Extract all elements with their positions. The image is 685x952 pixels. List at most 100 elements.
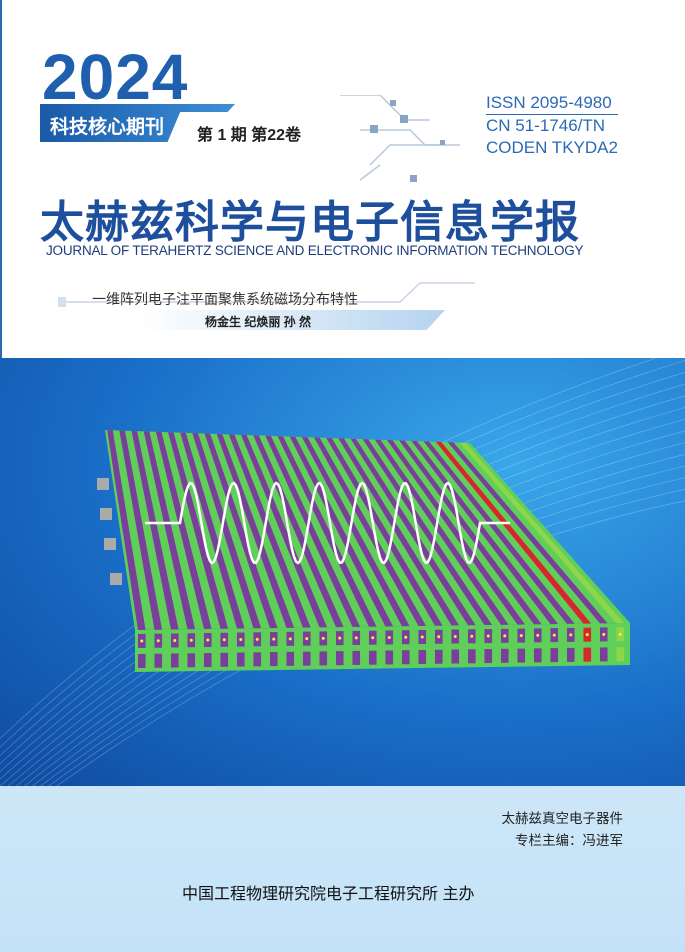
stripe-front-lower [599,647,608,662]
sine-wave [145,481,510,565]
stripe-front-lower [187,653,196,668]
beam-arrow [536,633,540,637]
issn: ISSN 2095-4980 [486,92,618,115]
column-editor: 专栏主编：冯进军 [515,833,623,848]
stripe [107,430,146,630]
stripe [301,437,410,627]
journal-english-title: JOURNAL OF TERAHERTZ SCIENCE AND ELECTRO… [46,243,584,258]
beam-arrow [272,637,276,641]
beam-arrow [354,636,358,640]
stripe [447,442,608,624]
beam-arrow [140,639,144,643]
beam-arrow [156,639,160,643]
stripe-front-lower [467,649,476,664]
port-block [104,538,116,550]
beam-arrow [189,638,193,642]
beam-arrow [338,636,342,640]
stripe-front-lower [550,648,559,663]
stripe-front-lower [533,648,542,663]
stripe-front-lower [434,649,443,664]
beam-arrow [222,638,226,642]
stripe [423,441,575,624]
port-block [97,478,109,490]
journal-title: 太赫兹科学与电子信息学报 [40,198,580,247]
stripe-front-lower [236,652,245,667]
beam-arrow [618,632,622,636]
stripe-front-lower [137,653,146,668]
bottom-panel [0,786,685,952]
stripe [326,437,443,626]
beam-arrow [239,638,243,642]
stripe-front-lower [418,649,427,664]
beam-arrow [288,637,292,641]
circuit-decoration [340,95,460,182]
stripe-front-lower [616,647,625,662]
stripe-front-lower [385,650,394,665]
beam-arrow [173,638,177,642]
beam-arrow [503,634,507,638]
stripe-front-lower [220,652,229,667]
stripe-front-lower [451,649,460,664]
beam-arrow [602,632,606,636]
article-underline [58,282,475,307]
stripe-front-lower [170,653,179,668]
stripe-front-lower [500,648,509,663]
stripe-front-lower [286,651,295,666]
stripe [216,433,295,628]
beam-arrow [569,633,573,637]
beam-arrow [453,635,457,639]
stripe-front-lower [484,649,493,664]
stripe [277,436,377,627]
featured-article-title: 一维阵列电子注平面聚焦系统磁场分布特性 [92,291,358,307]
beam-arrow [321,636,325,640]
stripe [314,437,427,626]
article-authors: 杨金生 纪焕丽 孙 然 [140,310,445,330]
cn-number: CN 51-1746/TN [486,116,606,135]
stripe [131,430,179,630]
beam-arrow [255,637,259,641]
left-border [0,0,2,358]
beam-arrow [371,636,375,640]
stripe [143,431,196,630]
issue-volume: 第 1 期 第22卷 [165,112,355,148]
column-name: 太赫兹真空电子器件 [501,811,624,826]
stripe-front-lower [302,651,311,666]
stripe-front-lower [368,650,377,665]
stripe [204,433,278,629]
stripe-front-lower [401,650,410,665]
stripe [338,438,460,626]
stripe [289,436,394,627]
beam-arrow [387,635,391,639]
special-column: 太赫兹真空电子器件 专栏主编：冯进军 [502,808,624,852]
cover-illustration [0,348,685,789]
stripe-front-lower [335,651,344,666]
stripe [119,430,163,630]
stripe-front-lower [269,652,278,667]
stripe-front-lower [154,653,163,668]
beam-arrow [305,637,309,641]
journal-codes: ISSN 2095-4980 CN 51-1746/TN CODEN TKYDA… [486,92,618,159]
stripe [435,441,592,624]
stripe [228,434,311,628]
stripe-front-lower [517,648,526,663]
stripe [265,435,361,627]
stripe [387,440,526,625]
beam-arrow [470,634,474,638]
beam-arrow [420,635,424,639]
stripe-front-lower [319,651,328,666]
stripe [180,432,245,629]
coden: CODEN TKYDA2 [486,138,618,157]
beam-arrow [552,633,556,637]
beam-arrow [585,633,589,637]
year: 2024 [42,41,189,113]
stripe-front-lower [583,647,592,662]
stripe-front-lower [566,647,575,662]
stripe [362,439,493,626]
stripe [399,440,542,625]
stripe [350,438,476,626]
stripe [241,434,328,628]
stripe [460,442,625,624]
beam-arrow [206,638,210,642]
port-block [110,573,122,585]
beam-arrow [437,635,441,639]
